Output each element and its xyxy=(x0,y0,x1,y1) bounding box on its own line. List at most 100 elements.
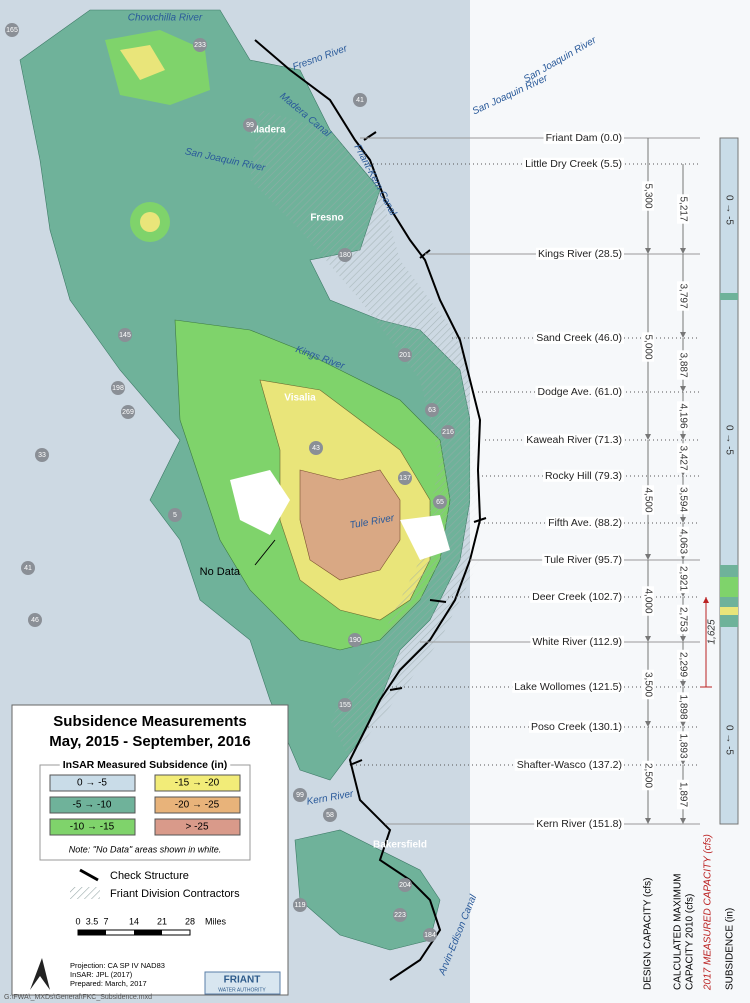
label-bg xyxy=(677,350,689,380)
no-data-label: No Data xyxy=(200,566,241,578)
calculated-capacity: 3,797 xyxy=(677,283,688,308)
structure-label: Tule River (95.7) xyxy=(544,554,622,566)
highway-shield xyxy=(353,93,367,107)
label-bg xyxy=(543,131,624,144)
highway-number: 63 xyxy=(428,407,436,414)
subsidence-band xyxy=(720,607,738,615)
structure-label: Sand Creek (46.0) xyxy=(536,332,622,344)
calc-arrow-head xyxy=(680,248,686,254)
highway-number: 41 xyxy=(356,97,364,104)
highway-number: 201 xyxy=(399,352,411,359)
highway-shield xyxy=(111,381,125,395)
calculated-capacity: 2,299 xyxy=(677,652,688,677)
label-bg xyxy=(677,604,689,635)
highway-shield xyxy=(433,495,447,509)
label-bg xyxy=(534,817,624,830)
highway-shield xyxy=(398,348,412,362)
calc-arrow-head xyxy=(680,434,686,440)
scale-label: 14 xyxy=(129,916,139,926)
calculated-capacity: 3,427 xyxy=(677,445,688,470)
calculated-capacity: 5,217 xyxy=(677,196,688,221)
design-capacity: 5,000 xyxy=(642,334,653,359)
label-bg xyxy=(677,779,689,810)
column-header: CALCULATED MAXIMUM xyxy=(673,874,684,991)
highway-number: 223 xyxy=(394,912,406,919)
calculated-capacity: 2,921 xyxy=(677,566,688,591)
footer-path: G:\FWA\_MXDs\General\FKC_Subsidence.mxd xyxy=(4,994,152,1001)
highway-shield xyxy=(35,448,49,462)
legend-subtitle: May, 2015 - September, 2016 xyxy=(49,733,251,750)
design-arrow-head xyxy=(645,818,651,824)
scale-label: 21 xyxy=(157,916,167,926)
label-bg xyxy=(524,433,624,446)
design-capacity: 4,000 xyxy=(642,588,653,613)
highway-shield xyxy=(423,928,437,942)
scale-bar xyxy=(78,930,106,935)
highway-number: 58 xyxy=(326,812,334,819)
structure-label: Friant Dam (0.0) xyxy=(546,132,622,144)
label-bg xyxy=(677,443,689,473)
structure-label: Kern River (151.8) xyxy=(536,818,622,830)
label-bg xyxy=(677,281,689,311)
calculated-capacity: 1,898 xyxy=(677,694,688,719)
column-header: DESIGN CAPACITY (cfs) xyxy=(643,878,654,990)
highway-number: 99 xyxy=(246,122,254,129)
highway-number: 204 xyxy=(399,882,411,889)
calculated-capacity: 3,594 xyxy=(677,487,688,512)
scale-label: 3.5 xyxy=(86,916,99,926)
legend-item: Check Structure xyxy=(110,870,189,882)
structure-label: Dodge Ave. (61.0) xyxy=(538,386,622,398)
column-header: SUBSIDENCE (in) xyxy=(725,908,736,990)
label-bg xyxy=(530,590,624,603)
legend-note: Note: "No Data" areas shown in white. xyxy=(69,844,221,854)
label-bg xyxy=(642,332,654,362)
calculated-capacity: 3,887 xyxy=(677,352,688,377)
highway-shield xyxy=(348,633,362,647)
label-bg xyxy=(642,586,654,616)
subsidence-label: 0 → -5 xyxy=(723,725,734,755)
measured-capacity: 1,625 xyxy=(707,619,718,644)
legend-class: > -25 xyxy=(185,822,209,833)
structure-label: Fifth Ave. (88.2) xyxy=(548,517,622,529)
legend-class: -20 → -25 xyxy=(175,800,220,811)
design-arrow-head xyxy=(645,636,651,642)
highway-number: 165 xyxy=(6,27,18,34)
label-bg xyxy=(677,731,689,761)
calculated-capacity: 1,893 xyxy=(677,733,688,758)
label-bg xyxy=(677,401,689,431)
calc-arrow-head xyxy=(680,517,686,523)
label-bg xyxy=(530,635,624,648)
highway-number: 155 xyxy=(339,702,351,709)
highway-shield xyxy=(5,23,19,37)
legend-swatch xyxy=(49,774,136,792)
calculated-capacity: 4,196 xyxy=(677,403,688,428)
city-label: Bakersfield xyxy=(373,840,427,851)
credit: InSAR: JPL (2017) xyxy=(70,970,133,979)
highway-number: 119 xyxy=(294,902,305,909)
highway-number: 184 xyxy=(424,932,436,939)
label-bg xyxy=(59,758,231,771)
logo-text: WATER AUTHORITY xyxy=(218,987,266,993)
highway-number: 5 xyxy=(173,512,177,519)
legend-class: -5 → -10 xyxy=(73,800,112,811)
city-label: Madera xyxy=(250,125,285,136)
design-capacity: 5,300 xyxy=(642,183,653,208)
design-arrow-head xyxy=(645,554,651,560)
highway-shield xyxy=(21,561,35,575)
highway-number: 46 xyxy=(31,617,39,624)
highway-number: 99 xyxy=(296,792,304,799)
structure-label: Rocky Hill (79.3) xyxy=(545,470,622,482)
highway-shield xyxy=(393,908,407,922)
legend-swatch xyxy=(49,796,136,814)
design-arrow-head xyxy=(645,248,651,254)
label-bg xyxy=(528,720,624,733)
label-bg xyxy=(642,181,654,211)
design-capacity: 4,500 xyxy=(642,487,653,512)
calc-arrow-head xyxy=(680,386,686,392)
legend-section: InSAR Measured Subsidence (in) xyxy=(63,759,228,771)
subsidence-band xyxy=(720,565,738,577)
label-bg xyxy=(677,484,689,515)
city-label: Fresno xyxy=(310,213,343,224)
label-bg xyxy=(677,692,689,722)
highway-shield xyxy=(398,471,412,485)
